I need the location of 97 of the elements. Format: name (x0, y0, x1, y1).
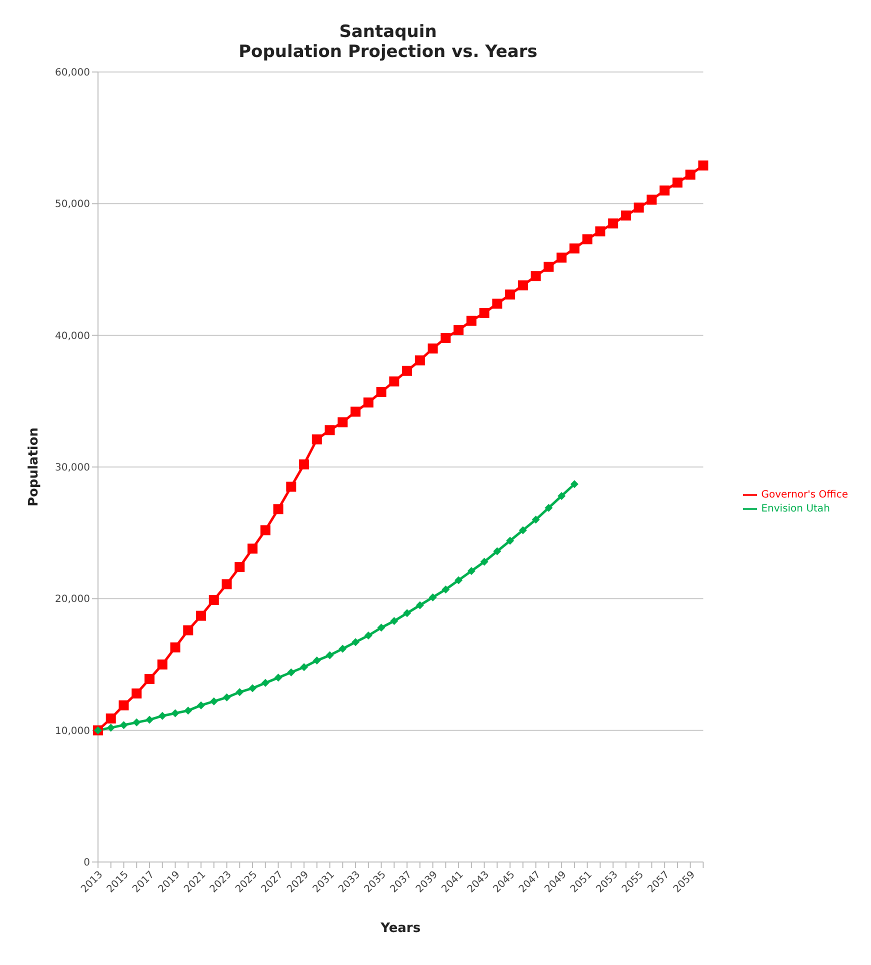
point (197, 701, 206, 710)
legend-label: Envision Utah (761, 504, 830, 515)
chart-subtitle: Population Projection vs. Years (238, 42, 538, 62)
point (530, 271, 541, 282)
point (352, 638, 360, 646)
point (672, 178, 682, 188)
point (312, 656, 321, 665)
point (634, 202, 644, 213)
point (120, 721, 128, 730)
point (570, 480, 578, 488)
point (479, 308, 490, 318)
point (454, 576, 463, 584)
point (493, 547, 502, 556)
point (132, 688, 142, 698)
y-tick-label: 50,000 (55, 199, 90, 210)
point (390, 617, 398, 626)
point (363, 397, 374, 408)
point (248, 544, 258, 554)
y-tick-label: 30,000 (55, 462, 90, 474)
point (416, 601, 424, 610)
point (171, 709, 180, 718)
point (260, 525, 270, 536)
point (350, 406, 361, 417)
point (210, 697, 218, 706)
point (442, 585, 450, 594)
y-axis-title: Population (26, 427, 42, 507)
point (312, 434, 322, 444)
point (440, 332, 451, 343)
point (595, 226, 606, 236)
point (286, 482, 296, 492)
point (248, 684, 257, 692)
y-tick-label: 40,000 (55, 330, 90, 342)
chart-title: Santaquin (338, 22, 438, 42)
point (146, 716, 154, 724)
point (377, 624, 386, 632)
point (144, 674, 155, 684)
point (518, 526, 527, 534)
point (222, 693, 231, 702)
point (518, 280, 528, 290)
point (506, 536, 514, 545)
point (558, 492, 566, 500)
point (505, 290, 516, 300)
point (324, 425, 335, 436)
point (106, 724, 115, 732)
point (389, 376, 400, 386)
point (236, 688, 244, 696)
point (300, 663, 308, 672)
x-axis-title: Years (380, 921, 421, 936)
point (698, 160, 708, 170)
point (338, 644, 347, 653)
point (532, 516, 540, 524)
point (222, 579, 232, 590)
point (608, 218, 618, 228)
point (582, 234, 592, 244)
point (544, 262, 554, 272)
y-tick-label: 0 (84, 858, 90, 869)
point (184, 706, 192, 715)
point (556, 252, 567, 263)
point (274, 674, 282, 682)
point (196, 610, 206, 621)
legend-label: Governor's Office (761, 490, 848, 501)
point (170, 642, 180, 652)
point (157, 660, 168, 670)
point (620, 210, 631, 221)
point (376, 386, 386, 397)
point (326, 651, 334, 660)
point (660, 186, 670, 196)
point (132, 718, 141, 726)
point (208, 594, 219, 605)
point (414, 355, 425, 366)
point (118, 700, 129, 710)
point (402, 366, 412, 376)
point (338, 417, 348, 428)
point (261, 678, 270, 687)
point (299, 459, 310, 470)
point (480, 558, 488, 566)
point (454, 325, 464, 336)
point (287, 668, 296, 676)
point (685, 170, 696, 180)
y-tick-label: 20,000 (55, 594, 90, 606)
y-tick-label: 60,000 (55, 68, 90, 79)
point (467, 567, 476, 576)
point (646, 194, 657, 205)
point (183, 625, 194, 636)
point (106, 713, 116, 724)
point (569, 243, 580, 254)
point (466, 316, 476, 326)
point (544, 504, 553, 512)
point (403, 609, 412, 618)
point (428, 593, 437, 602)
point (428, 344, 438, 354)
point (364, 632, 372, 640)
y-tick-label: 10,000 (55, 726, 90, 737)
point (492, 298, 502, 309)
point (273, 504, 284, 514)
point (158, 712, 166, 720)
point (234, 562, 245, 572)
